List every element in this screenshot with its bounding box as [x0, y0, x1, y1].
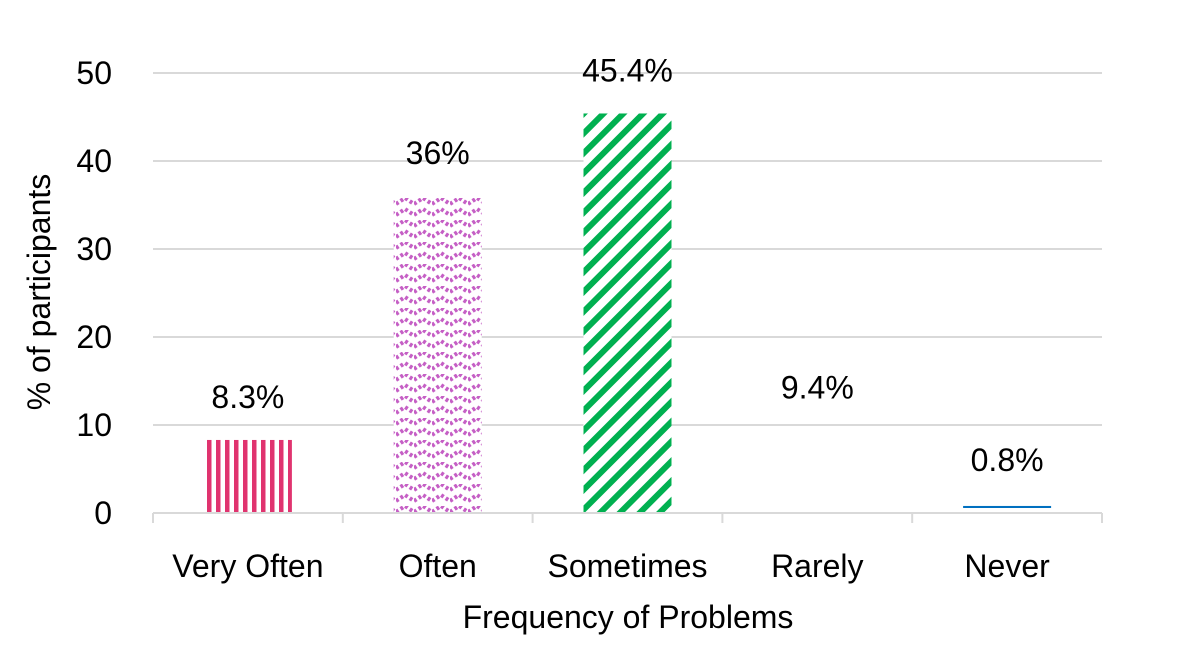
y-tick-label: 40: [76, 143, 112, 179]
category-label: Very Often: [172, 548, 323, 584]
data-labels: 8.3% 36% 45.4% 9.4% 0.8%: [211, 52, 1043, 477]
bar-very-often: [203, 439, 292, 513]
x-axis: [152, 512, 1103, 523]
bar-rarely: [773, 430, 862, 513]
bar-never: [963, 505, 1052, 513]
x-axis-title: Frequency of Problems: [463, 599, 794, 635]
data-label: 45.4%: [582, 52, 673, 88]
bar-often: [393, 196, 482, 513]
y-tick-label: 0: [94, 495, 112, 531]
y-tick-label: 30: [76, 231, 112, 267]
y-tick-label: 10: [76, 407, 112, 443]
y-tick-label: 20: [76, 319, 112, 355]
y-tick-labels: 0 10 20 30 40 50: [76, 55, 112, 531]
bars: [203, 113, 1052, 513]
data-label: 9.4%: [781, 369, 854, 405]
data-label: 36%: [406, 135, 470, 171]
category-label: Often: [399, 548, 477, 584]
category-labels: Very Often Often Sometimes Rarely Never: [172, 548, 1050, 584]
y-axis-title: % of participants: [21, 174, 57, 411]
data-label: 0.8%: [971, 442, 1044, 478]
category-label: Rarely: [771, 548, 863, 584]
y-tick-label: 50: [76, 55, 112, 91]
bar-sometimes: [583, 113, 672, 513]
category-label: Sometimes: [547, 548, 707, 584]
data-label: 8.3%: [211, 379, 284, 415]
category-label: Never: [964, 548, 1050, 584]
